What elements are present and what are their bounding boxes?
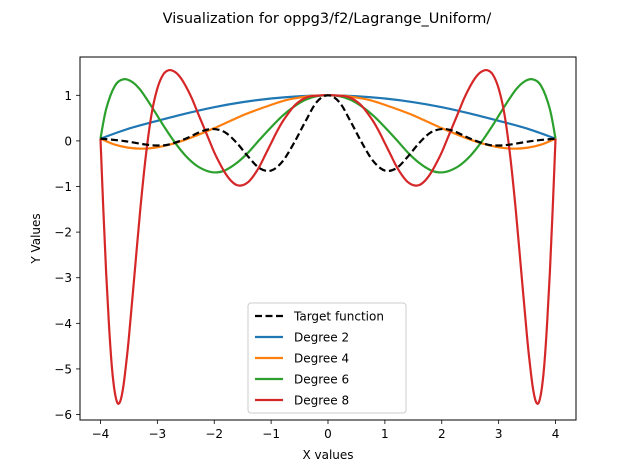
y-tick-label: 1 [64,89,72,103]
x-tick-label: −2 [205,427,223,441]
x-axis-label: X values [302,448,353,462]
legend: Target function Degree 2 Degree 4 Degree 6 D… [247,302,407,414]
legend-label-target-function: Target function [293,310,384,324]
x-tick-label: −4 [92,427,110,441]
target-function-line [100,94,556,173]
y-tick-label: −1 [54,180,72,194]
legend-label-degree-2: Degree 2 [294,331,349,345]
x-tick-label: 3 [495,427,503,441]
y-tick-label: −5 [54,362,72,376]
x-axis: −4 −3 −2 −1 0 1 2 3 4 [92,420,560,441]
plot-area [99,68,557,405]
x-tick-label: 2 [438,427,446,441]
legend-box [247,302,407,414]
x-tick-label: −1 [262,427,280,441]
y-axis: −6 −5 −4 −3 −2 −1 0 1 [54,89,80,422]
legend-label-degree-8: Degree 8 [294,394,349,408]
y-tick-label: −6 [54,408,72,422]
x-tick-label: 0 [324,427,332,441]
x-tick-label: −3 [149,427,167,441]
y-axis-label: Y Values [29,213,43,264]
y-tick-label: −4 [54,317,72,331]
legend-label-degree-6: Degree 6 [294,373,349,387]
y-tick-label: 0 [64,134,72,148]
legend-label-degree-4: Degree 4 [294,352,349,366]
y-tick-label: −3 [54,271,72,285]
chart-title: Visualization for oppg3/f2/Lagrange_Unif… [163,11,492,27]
y-tick-label: −2 [54,226,72,240]
x-tick-label: 4 [552,427,560,441]
x-tick-label: 1 [381,427,389,441]
